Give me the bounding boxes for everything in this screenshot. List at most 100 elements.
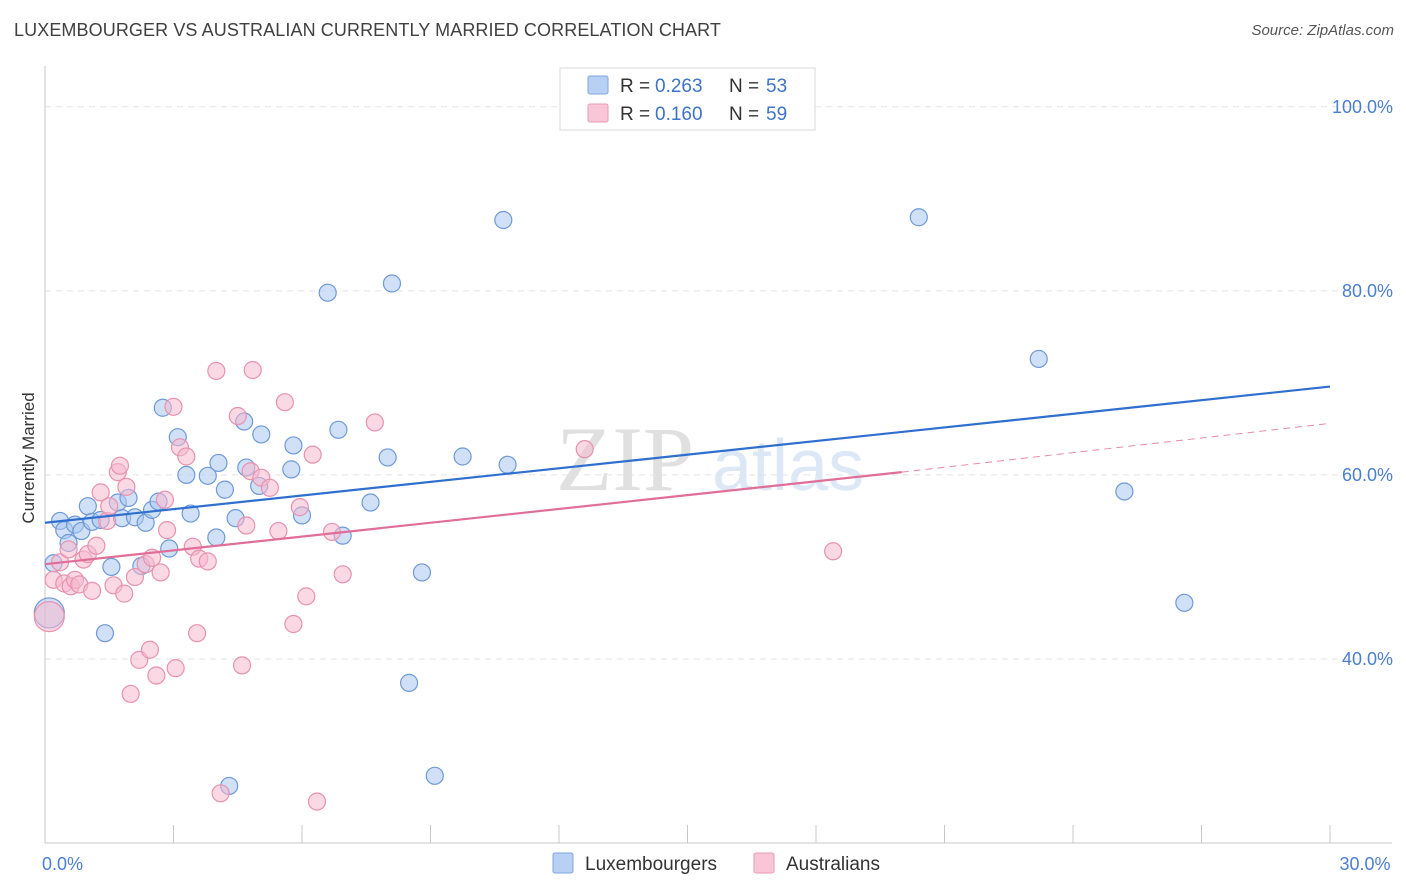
trend-lines (44, 385, 1331, 566)
luxembourger-point (207, 528, 226, 547)
australian-point (83, 581, 102, 600)
australian-point (198, 552, 217, 571)
australian-point (187, 624, 207, 643)
australian-point (91, 483, 110, 502)
luxembourger-point (382, 274, 402, 293)
australian-point (110, 456, 130, 475)
luxembourger-point (282, 460, 301, 479)
luxembourger-point (181, 504, 200, 523)
australian-point (207, 361, 226, 381)
luxembourger-point (494, 210, 513, 230)
luxembourger-point (177, 465, 196, 485)
australian-point (365, 413, 384, 432)
luxembourger-point (95, 624, 115, 643)
australian-point (125, 567, 145, 587)
australian-point (121, 684, 140, 704)
australian-trend-line (44, 471, 902, 566)
luxembourger-point (252, 425, 271, 444)
legend-r-value-1: 0.263 (655, 76, 703, 97)
watermark: ZIP atlas (556, 408, 864, 510)
luxembourger-point (453, 447, 472, 466)
y-tick-label: 60.0% (1342, 465, 1393, 485)
luxembourger-point (209, 453, 228, 473)
stats-legend: R = 0.263 N = 53 R = 0.160 N = 59 (559, 67, 816, 131)
luxembourger-point (102, 557, 121, 577)
australian-point (177, 447, 196, 466)
luxembourger-point (160, 539, 179, 558)
australian-point (87, 536, 106, 555)
luxembourger-point (198, 466, 217, 485)
australian-point (237, 516, 256, 535)
watermark-zip: ZIP (556, 408, 694, 510)
luxembourger-point (378, 448, 397, 467)
legend-r-value-2: 0.160 (655, 104, 703, 125)
bottom-legend-luxembourgers: Luxembourgers (585, 854, 717, 875)
tick-labels: 40.0% 60.0% 80.0% 100.0% 0.0% 30.0% (42, 97, 1393, 874)
australian-point (260, 478, 279, 497)
luxembourger-point (361, 493, 380, 512)
bottom-legend-swatch-luxembourgers (552, 852, 574, 874)
australian-point (100, 497, 119, 516)
legend-n-label-1: N = (729, 76, 759, 97)
luxembourger-point (215, 480, 234, 499)
luxembourger-point (498, 455, 517, 474)
australian-point (117, 477, 136, 496)
australian-point (303, 445, 322, 464)
australian-point (232, 656, 252, 675)
grid (45, 106, 1392, 660)
luxembourger-point (399, 673, 419, 692)
australian-point (284, 614, 303, 634)
legend-n-value-2: 59 (766, 104, 787, 125)
luxembourger-point (318, 283, 337, 302)
luxembourger-point (1115, 482, 1134, 501)
australian-point (228, 406, 247, 426)
luxembourger-point (909, 208, 928, 227)
australian-point (243, 360, 262, 380)
luxembourger-point (284, 436, 303, 455)
y-axis-label: Currently Married (19, 392, 38, 523)
legend-n-value-1: 53 (766, 76, 787, 97)
australian-point (33, 601, 65, 633)
y-tick-label: 80.0% (1342, 281, 1393, 301)
y-tick-label: 100.0% (1332, 97, 1393, 117)
australian-point (275, 393, 294, 412)
australian-point (290, 498, 309, 517)
luxembourger-point (425, 766, 444, 785)
y-tick-label: 40.0% (1342, 649, 1393, 669)
luxembourger-point (78, 497, 97, 516)
luxembourger-point (1175, 593, 1194, 612)
australian-point (211, 784, 230, 803)
legend-r-label-2: R = (620, 104, 650, 125)
australian-point (297, 587, 316, 606)
australian-point (157, 521, 177, 540)
legend-n-label-2: N = (729, 104, 759, 125)
australian-point (147, 666, 166, 685)
australian-point (166, 659, 185, 678)
australian-trend-extension (901, 422, 1331, 473)
australian-point (307, 792, 327, 811)
australian-point (151, 563, 170, 582)
luxembourger-point (329, 420, 348, 439)
bottom-legend-swatch-australians (753, 852, 775, 874)
data-points (33, 208, 1194, 811)
australian-point (115, 584, 134, 603)
australian-point (269, 521, 288, 541)
legend-swatch-luxembourgers (587, 75, 609, 95)
bottom-legend-australians: Australians (786, 854, 880, 875)
australian-point (155, 490, 175, 509)
australian-point (824, 542, 843, 561)
legend-r-label-1: R = (620, 76, 650, 97)
x-tick-label: 0.0% (42, 854, 83, 874)
australian-point (333, 565, 352, 584)
series-legend: Luxembourgers Australians (552, 852, 880, 875)
luxembourger-trend-line (44, 385, 1331, 524)
chart-source: Source: ZipAtlas.com (1251, 22, 1394, 39)
australian-point (164, 397, 183, 416)
luxembourger-point (1029, 349, 1048, 369)
australian-point (140, 640, 160, 659)
australian-point (575, 440, 594, 459)
luxembourger-point (412, 563, 432, 582)
axes (44, 66, 1392, 844)
chart-title: LUXEMBOURGER VS AUSTRALIAN CURRENTLY MAR… (14, 20, 721, 40)
